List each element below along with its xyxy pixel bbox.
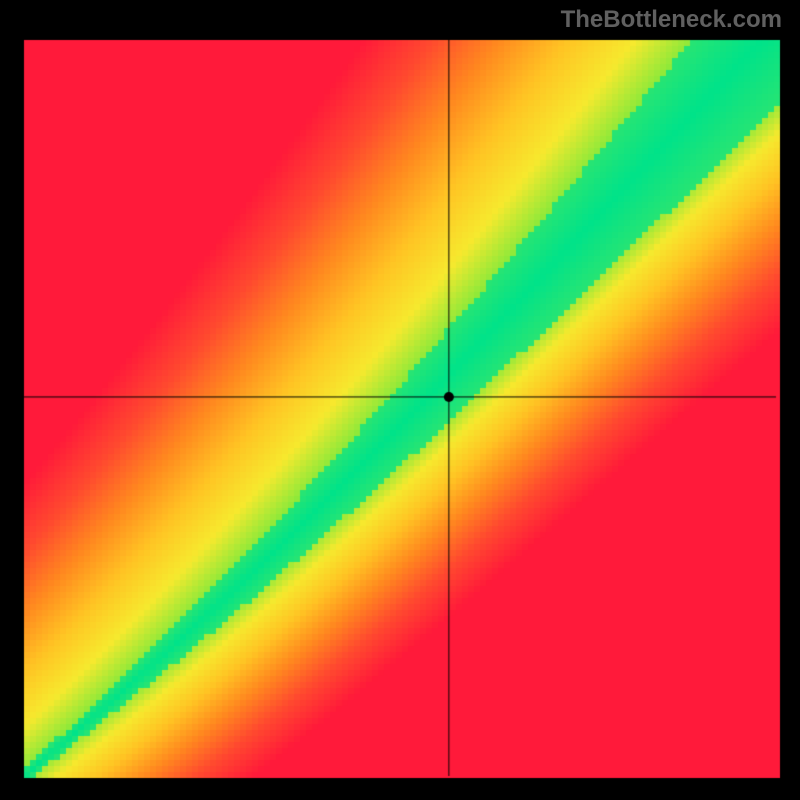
chart-container: TheBottleneck.com	[0, 0, 800, 800]
watermark-text: TheBottleneck.com	[561, 6, 782, 34]
bottleneck-heatmap	[0, 0, 800, 800]
